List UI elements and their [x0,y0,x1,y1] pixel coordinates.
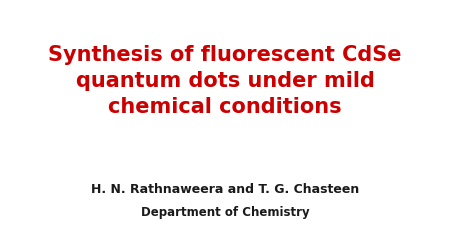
Text: Synthesis of fluorescent CdSe
quantum dots under mild
chemical conditions: Synthesis of fluorescent CdSe quantum do… [48,45,402,116]
Text: H. N. Rathnaweera and T. G. Chasteen: H. N. Rathnaweera and T. G. Chasteen [91,182,359,196]
Text: Department of Chemistry: Department of Chemistry [141,205,309,218]
